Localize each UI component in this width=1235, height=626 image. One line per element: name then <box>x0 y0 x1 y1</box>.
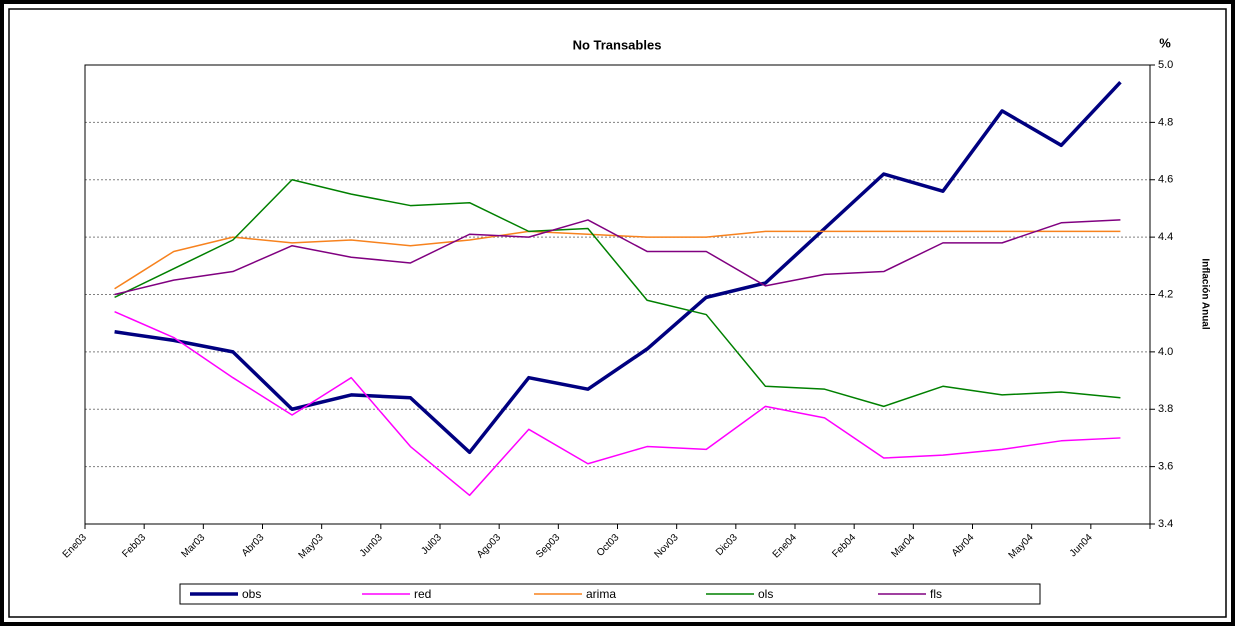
x-tick-label: Abr04 <box>950 532 977 559</box>
x-tick-label: Dic03 <box>714 532 740 558</box>
y-tick-label: 4.8 <box>1158 116 1173 128</box>
x-tick-label: Mar03 <box>179 532 207 560</box>
inner-frame <box>8 8 1227 618</box>
x-tick-label: Ago03 <box>475 532 504 561</box>
x-tick-label: May04 <box>1007 532 1036 561</box>
series-line <box>114 219 1121 296</box>
y-tick-label: 3.4 <box>1158 518 1173 530</box>
x-tick-label: Feb04 <box>830 532 858 560</box>
series-line <box>114 81 1122 455</box>
legend-label: ols <box>758 587 773 601</box>
x-tick-label: Ene04 <box>771 532 800 561</box>
x-tick-label: Nov03 <box>652 532 681 561</box>
legend-label: fls <box>930 587 942 601</box>
x-tick-label: May03 <box>297 532 326 561</box>
series-line <box>114 311 1121 497</box>
x-tick-label: Jun04 <box>1068 532 1095 559</box>
legend-label: red <box>414 587 431 601</box>
y-tick-label: 3.8 <box>1158 403 1173 415</box>
x-tick-label: Ene03 <box>61 532 90 561</box>
y-axis-label: Inflación Anual <box>1199 258 1210 330</box>
y-tick-label: 4.6 <box>1158 174 1173 186</box>
series-line <box>114 179 1121 408</box>
legend-label: arima <box>586 587 616 601</box>
y-tick-label: 4.2 <box>1158 288 1173 300</box>
legend-box <box>179 583 1041 605</box>
chart-title: No Transables <box>573 37 662 52</box>
x-tick-label: Jul03 <box>419 532 444 557</box>
x-tick-label: Abr03 <box>240 532 267 559</box>
y-unit: % <box>1159 35 1171 50</box>
y-tick-label: 4.4 <box>1158 231 1173 243</box>
x-tick-label: Jun03 <box>358 532 385 559</box>
x-tick-label: Sep03 <box>534 532 563 561</box>
x-tick-label: Oct03 <box>595 532 622 559</box>
x-tick-label: Feb03 <box>120 532 148 560</box>
x-tick-label: Mar04 <box>889 532 917 560</box>
y-tick-label: 4.0 <box>1158 346 1173 358</box>
y-tick-label: 3.6 <box>1158 461 1173 473</box>
y-tick-label: 5.0 <box>1158 59 1173 71</box>
series-line <box>114 230 1121 290</box>
legend-label: obs <box>242 587 261 601</box>
